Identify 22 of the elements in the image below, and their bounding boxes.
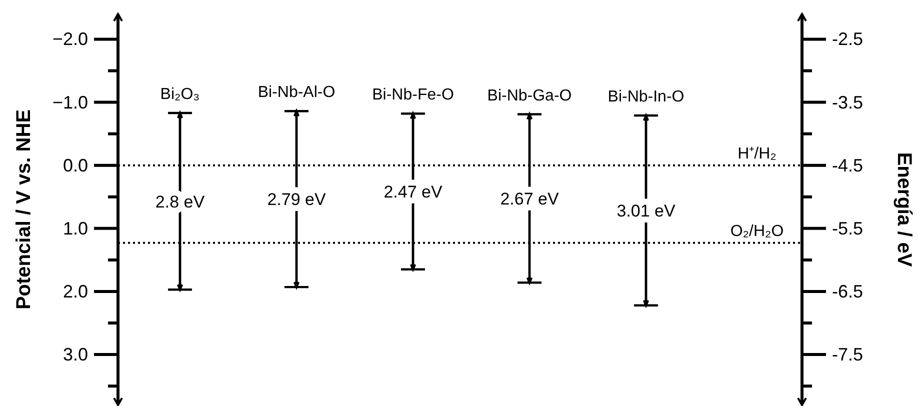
y2-tick-label: -6.5: [832, 281, 864, 302]
y-axis-title: Potencial / V vs. NHE: [13, 109, 35, 310]
ref-line-label: H⁺/H₂: [738, 145, 776, 162]
y-tick-label: 2.0: [62, 281, 88, 302]
y-tick-label: 0.0: [62, 155, 88, 176]
y2-tick-label: -2.5: [832, 29, 864, 50]
y2-tick-label: -5.5: [832, 218, 864, 238]
y-tick-label: −2.0: [52, 29, 88, 50]
y2-tick-label: -3.5: [832, 92, 864, 112]
y2-axis-title: Energía / eV: [893, 152, 915, 268]
y2-tick-label: -4.5: [832, 155, 864, 176]
data-label: 2.8 eV: [155, 192, 206, 212]
y-tick-label: −1.0: [52, 92, 88, 112]
y-tick-label: 1.0: [62, 218, 88, 238]
y-tick-label: 3.0: [62, 344, 88, 365]
x-tick-label: Bi-Nb-Fe-O: [372, 86, 454, 104]
x-tick-label: Bi-Nb-Ga-O: [487, 87, 572, 104]
x-tick-label: Bi₂O₃: [160, 86, 200, 104]
x-tick-label: Bi-Nb-In-O: [608, 88, 684, 106]
x-tick-label: Bi-Nb-Al-O: [258, 84, 336, 102]
ref-line-label: O₂/H₂O: [730, 222, 784, 240]
y2-tick-label: -7.5: [832, 344, 864, 365]
